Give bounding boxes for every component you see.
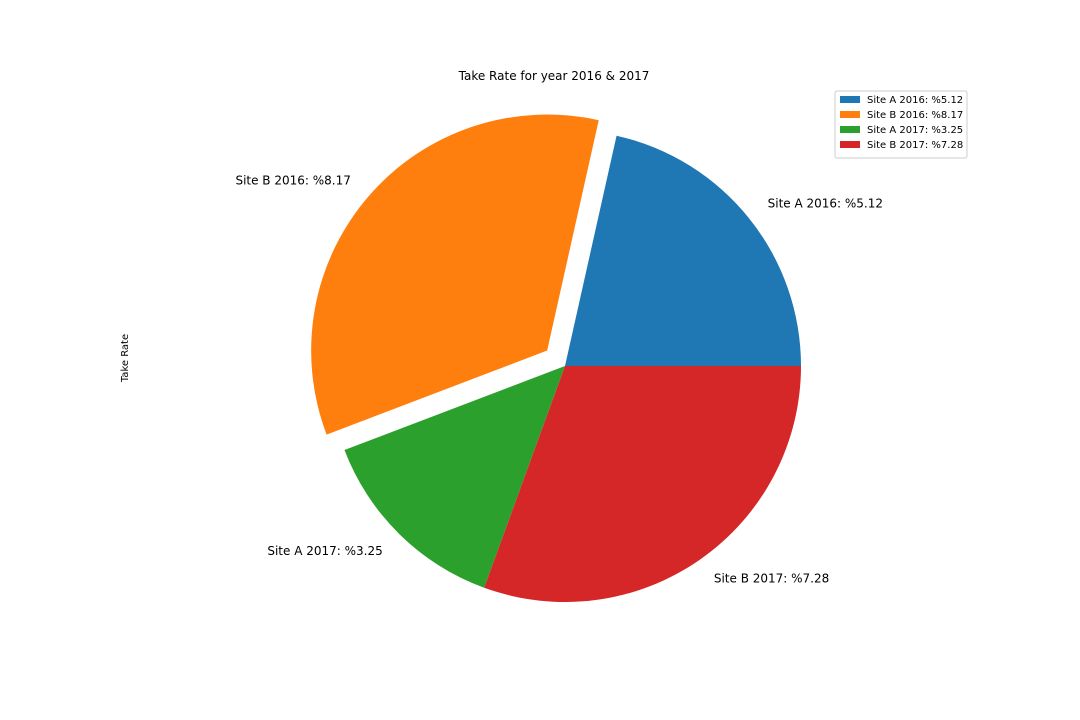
pie-slices	[311, 114, 801, 602]
pie-slice-2	[311, 114, 599, 435]
pie-slice-label-3: Site A 2017: %3.25	[267, 544, 382, 558]
legend-label-2: Site B 2016: %8.17	[867, 110, 963, 121]
legend-swatch-4	[840, 141, 860, 148]
pie-slice-3	[344, 366, 565, 588]
pie-slice-label-4: Site B 2017: %7.28	[714, 572, 829, 586]
legend-frame	[834, 90, 968, 159]
legend-label-4: Site B 2017: %7.28	[867, 140, 963, 151]
y-axis-label: Take Rate	[120, 334, 131, 383]
legend: Site A 2016: %5.12 Site B 2016: %8.17 Site…	[834, 90, 968, 159]
pie-slice-4	[484, 366, 801, 602]
pie-slice-1	[565, 135, 801, 366]
legend-swatch-3	[840, 126, 860, 133]
pie-slice-labels: Site A 2016: %5.12 Site B 2016: %8.17 Site…	[235, 174, 883, 586]
legend-swatch-2	[840, 111, 860, 118]
legend-label-1: Site A 2016: %5.12	[867, 95, 963, 106]
pie-slice-label-1: Site A 2016: %5.12	[768, 197, 883, 211]
legend-swatch-1	[840, 96, 860, 103]
legend-label-3: Site A 2017: %3.25	[867, 125, 963, 136]
chart-title: Take Rate for year 2016 & 2017	[458, 69, 650, 83]
pie-slice-label-2: Site B 2016: %8.17	[235, 174, 350, 188]
